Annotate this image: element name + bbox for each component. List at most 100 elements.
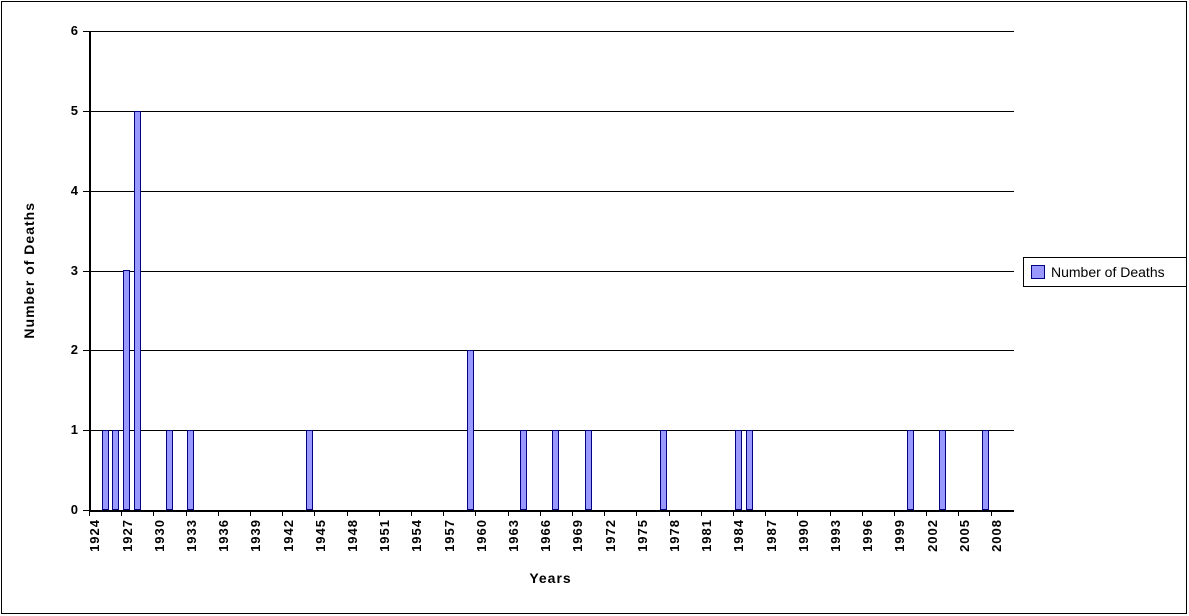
y-tick	[83, 31, 89, 32]
x-tick	[186, 510, 187, 516]
x-tick-label: 1945	[313, 519, 328, 552]
gridline	[91, 31, 1014, 32]
x-tick-label: 1981	[699, 519, 714, 552]
y-tick-label: 3	[70, 263, 78, 278]
bar-1933	[187, 430, 194, 510]
y-tick	[83, 191, 89, 192]
y-tick	[83, 271, 89, 272]
x-tick-label: 1984	[731, 519, 746, 552]
x-tick	[765, 510, 766, 516]
y-tick-label: 2	[70, 342, 78, 357]
y-tick	[83, 430, 89, 431]
bar-2007	[982, 430, 989, 510]
x-tick	[669, 510, 670, 516]
x-tick	[636, 510, 637, 516]
y-tick	[83, 350, 89, 351]
x-tick-label: 1972	[603, 519, 618, 552]
x-tick-label: 1960	[474, 519, 489, 552]
x-tick	[540, 510, 541, 516]
y-tick-label: 5	[70, 103, 78, 118]
x-tick-label: 1954	[409, 519, 424, 552]
x-tick-label: 1924	[87, 519, 102, 552]
x-tick-label: 1993	[828, 519, 843, 552]
x-tick	[347, 510, 348, 516]
x-tick-label: 1930	[152, 519, 167, 552]
y-tick	[83, 111, 89, 112]
x-tick-label: 2008	[989, 519, 1004, 552]
gridline	[91, 110, 1014, 112]
y-tick-label: 1	[70, 422, 78, 437]
legend-label: Number of Deaths	[1051, 264, 1165, 280]
bar-1985	[746, 430, 753, 510]
x-axis-title-wrap: Years	[89, 570, 1012, 588]
x-tick	[314, 510, 315, 516]
x-tick	[701, 510, 702, 516]
y-tick-label: 0	[70, 502, 78, 517]
x-tick	[572, 510, 573, 516]
bar-1959	[467, 350, 474, 510]
legend-swatch-icon	[1031, 265, 1045, 279]
bar-1926	[112, 430, 119, 510]
x-tick-label: 1951	[377, 519, 392, 552]
x-tick-label: 2005	[957, 519, 972, 552]
x-tick-label: 1927	[120, 519, 135, 552]
bar-1944	[306, 430, 313, 510]
x-tick	[379, 510, 380, 516]
x-tick-label: 1936	[216, 519, 231, 552]
y-tick	[83, 510, 89, 511]
legend: Number of Deaths	[1023, 257, 1187, 287]
bar-1927	[123, 270, 130, 510]
x-tick	[443, 510, 444, 516]
x-tick	[862, 510, 863, 516]
bar-1928	[134, 111, 141, 510]
y-axis-title-wrap: Number of Deaths	[18, 31, 40, 510]
x-tick	[830, 510, 831, 516]
bar-1931	[166, 430, 173, 510]
gridline	[91, 350, 1014, 352]
x-tick-label: 1978	[667, 519, 682, 552]
bar-1984	[735, 430, 742, 510]
x-tick	[411, 510, 412, 516]
x-tick	[958, 510, 959, 516]
x-tick-label: 1948	[345, 519, 360, 552]
x-tick	[282, 510, 283, 516]
x-tick-label: 1987	[764, 519, 779, 552]
bar-2000	[907, 430, 914, 510]
x-tick-label: 1969	[570, 519, 585, 552]
x-tick-label: 1933	[184, 519, 199, 552]
x-tick	[89, 510, 90, 516]
x-tick	[153, 510, 154, 516]
x-tick-label: 1939	[248, 519, 263, 552]
bar-1977	[660, 430, 667, 510]
bar-1925	[102, 430, 109, 510]
x-tick-label: 1963	[506, 519, 521, 552]
y-tick-label: 4	[70, 183, 78, 198]
y-tick-label: 6	[70, 23, 78, 38]
x-tick-label: 1990	[796, 519, 811, 552]
bar-2003	[939, 430, 946, 510]
x-tick	[894, 510, 895, 516]
bar-1967	[552, 430, 559, 510]
x-tick	[926, 510, 927, 516]
x-tick	[733, 510, 734, 516]
x-tick-label: 1975	[635, 519, 650, 552]
x-tick	[991, 510, 992, 516]
x-tick	[797, 510, 798, 516]
x-tick-label: 1957	[442, 519, 457, 552]
x-tick	[250, 510, 251, 516]
x-tick	[218, 510, 219, 516]
gridline	[91, 270, 1014, 272]
x-axis-title: Years	[529, 570, 572, 586]
x-tick	[604, 510, 605, 516]
x-tick	[121, 510, 122, 516]
x-tick-label: 1996	[860, 519, 875, 552]
gridline	[91, 190, 1014, 192]
x-tick-label: 1942	[281, 519, 296, 552]
x-tick	[475, 510, 476, 516]
x-tick-label: 1999	[892, 519, 907, 552]
y-axis-title: Number of Deaths	[21, 202, 37, 339]
x-tick	[508, 510, 509, 516]
bar-1964	[520, 430, 527, 510]
x-tick-label: 1966	[538, 519, 553, 552]
